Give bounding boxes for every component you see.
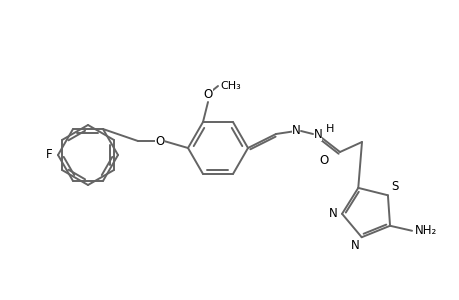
Text: N: N [291,124,300,137]
Text: NH₂: NH₂ [414,224,437,237]
Text: O: O [203,88,212,101]
Text: N: N [313,128,322,140]
Text: S: S [390,180,397,193]
Text: H: H [325,124,334,134]
Text: O: O [319,154,328,166]
Text: N: N [329,207,337,220]
Text: F: F [46,148,53,161]
Text: CH₃: CH₃ [219,81,240,91]
Text: O: O [155,134,164,148]
Text: N: N [350,239,359,252]
